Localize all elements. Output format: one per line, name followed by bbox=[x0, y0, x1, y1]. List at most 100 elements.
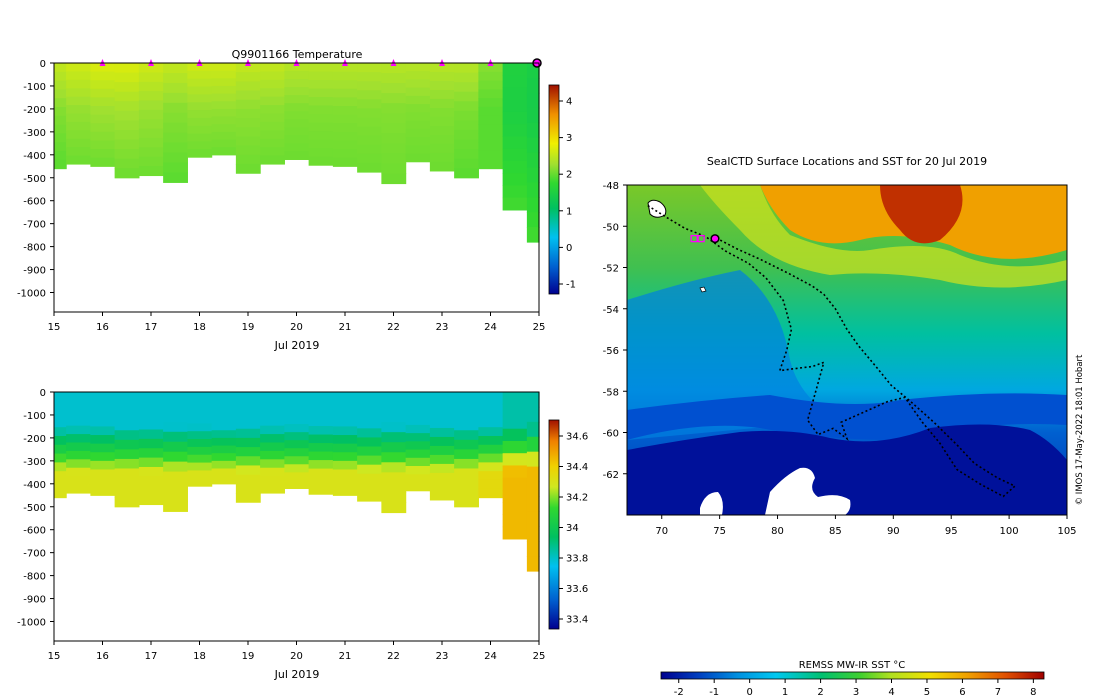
profile-cell bbox=[308, 468, 334, 478]
profile-cell bbox=[357, 90, 382, 100]
profile-cell bbox=[502, 477, 528, 491]
temperature-x-label: Jul 2019 bbox=[274, 339, 320, 352]
profile-cell bbox=[308, 392, 334, 402]
profile-cell bbox=[235, 474, 261, 485]
profile-cell bbox=[478, 418, 504, 428]
profile-cell bbox=[429, 436, 455, 447]
profile-cell bbox=[332, 97, 358, 107]
profile-cell bbox=[357, 72, 382, 82]
lat-tick-label: -54 bbox=[603, 305, 619, 316]
profile-cell bbox=[54, 115, 67, 126]
profile-cell bbox=[284, 151, 310, 160]
profile-cell bbox=[478, 159, 504, 170]
profile-cell bbox=[381, 472, 407, 483]
profile-cell bbox=[138, 438, 164, 449]
profile-cell bbox=[54, 106, 67, 117]
profile-cell bbox=[308, 400, 334, 410]
profile-cell bbox=[90, 97, 116, 107]
profile-cell bbox=[54, 133, 67, 143]
profile-cell bbox=[526, 526, 540, 542]
profile-cell bbox=[502, 465, 528, 479]
profile-cell bbox=[332, 157, 358, 167]
profile-cell bbox=[260, 417, 285, 427]
temperature-title: Q9901166 Temperature bbox=[232, 48, 363, 61]
profile-cell bbox=[332, 469, 358, 479]
profile-cell bbox=[454, 449, 479, 460]
profile-cell bbox=[66, 63, 91, 73]
profile-cell bbox=[478, 89, 504, 99]
profile-cell bbox=[381, 83, 407, 94]
profile-cell bbox=[66, 155, 91, 165]
profile-cell bbox=[90, 400, 116, 410]
profile-cell bbox=[163, 421, 188, 433]
profile-cell bbox=[454, 401, 479, 412]
profile-cell bbox=[381, 153, 407, 165]
profile-cell bbox=[284, 432, 310, 441]
map-longitude-axis: 70 75 80 85 90 95 100 105 bbox=[655, 515, 1077, 537]
profile-cell bbox=[187, 446, 213, 456]
profile-cell bbox=[54, 462, 67, 472]
profile-cell bbox=[138, 476, 164, 487]
temperature-heatmap bbox=[54, 63, 540, 243]
colorbar-tick-label: 34.2 bbox=[566, 493, 588, 504]
profile-cell bbox=[90, 392, 116, 402]
profile-cell bbox=[478, 71, 504, 82]
sst-tick-label: 3 bbox=[853, 687, 859, 698]
profile-cell bbox=[429, 116, 455, 127]
profile-cell bbox=[284, 464, 310, 473]
profile-cell bbox=[211, 116, 237, 125]
x-tick-label: 16 bbox=[96, 322, 109, 333]
profile-cell bbox=[54, 63, 67, 73]
colorbar-tick-label: 1 bbox=[566, 206, 572, 217]
profile-cell bbox=[235, 136, 261, 147]
profile-cell bbox=[211, 437, 237, 447]
profile-cell bbox=[454, 139, 479, 150]
lon-tick-label: 70 bbox=[655, 526, 668, 537]
profile-cell bbox=[66, 96, 91, 106]
y-tick-label: -700 bbox=[23, 549, 46, 560]
profile-cell bbox=[235, 401, 261, 411]
profile-cell bbox=[454, 120, 479, 131]
profile-cell bbox=[114, 129, 140, 141]
profile-cell bbox=[381, 412, 407, 423]
salinity-x-axis: 15 16 17 18 19 20 21 22 23 24 25 bbox=[48, 641, 545, 662]
profile-cell bbox=[308, 417, 334, 427]
profile-cell bbox=[284, 71, 310, 80]
profile-cell bbox=[54, 98, 67, 108]
profile-cell bbox=[308, 80, 334, 90]
profile-cell bbox=[429, 98, 455, 109]
profile-cell bbox=[429, 134, 455, 145]
profile-cell bbox=[332, 400, 358, 410]
profile-cell bbox=[381, 73, 407, 84]
profile-cell bbox=[284, 79, 310, 88]
profile-cell bbox=[114, 430, 140, 441]
sst-tick-label: 4 bbox=[888, 687, 894, 698]
colorbar-tick-label: 34.6 bbox=[566, 432, 588, 443]
profile-cell bbox=[454, 168, 479, 179]
profile-cell bbox=[138, 166, 164, 177]
profile-cell bbox=[211, 453, 237, 462]
profile-cell bbox=[454, 478, 479, 489]
profile-cell bbox=[405, 482, 431, 492]
profile-cell bbox=[187, 423, 213, 432]
profile-cell bbox=[211, 460, 237, 470]
profile-cell bbox=[114, 392, 140, 403]
sst-yellow-band bbox=[700, 185, 1067, 288]
profile-cell bbox=[526, 152, 540, 169]
profile-cell bbox=[114, 110, 140, 121]
sst-hot-core bbox=[880, 185, 963, 244]
profile-cell bbox=[308, 122, 334, 132]
y-tick-label: -100 bbox=[23, 82, 46, 93]
profile-cell bbox=[187, 415, 213, 424]
profile-cell bbox=[357, 419, 382, 429]
profile-cell bbox=[54, 124, 67, 134]
y-tick-label: -800 bbox=[23, 243, 46, 254]
profile-cell bbox=[502, 111, 528, 125]
profile-cell bbox=[357, 153, 382, 164]
profile-cell bbox=[357, 81, 382, 91]
colorbar-tick-label: 34.4 bbox=[566, 462, 588, 473]
profile-cell bbox=[138, 485, 164, 496]
y-tick-label: -300 bbox=[23, 128, 46, 139]
profile-cell bbox=[332, 417, 358, 428]
profile-cell bbox=[163, 491, 188, 502]
